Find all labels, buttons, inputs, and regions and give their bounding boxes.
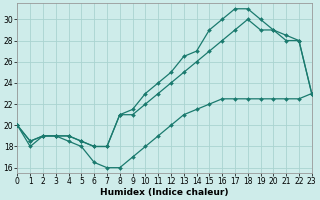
X-axis label: Humidex (Indice chaleur): Humidex (Indice chaleur) [100,188,229,197]
